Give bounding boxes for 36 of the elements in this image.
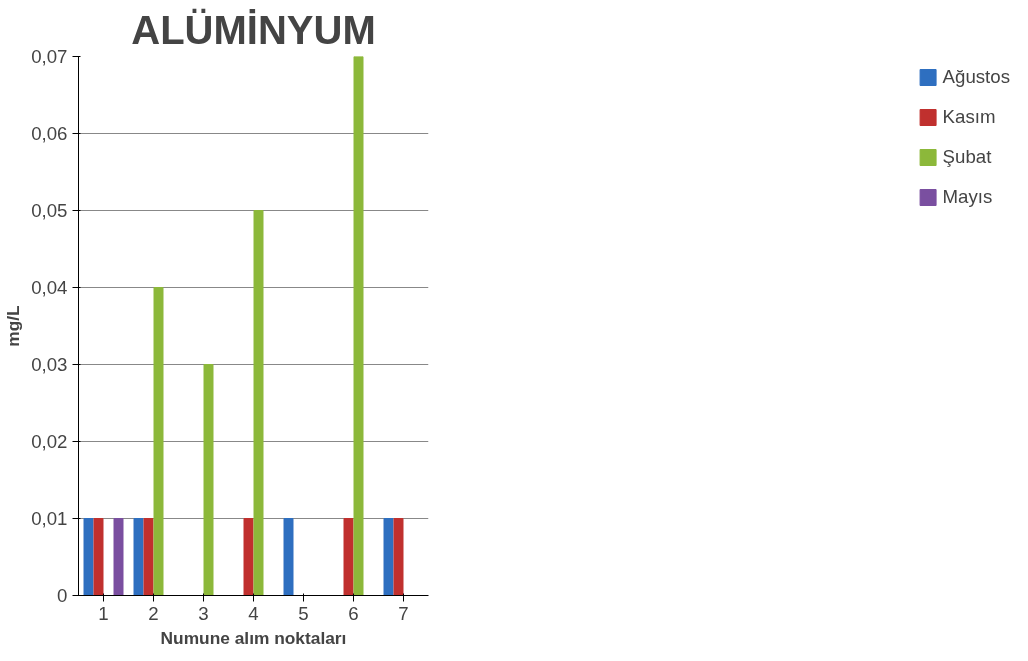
bar [353,56,364,596]
y-tick-label: 0,07 [31,46,68,67]
y-tick-label: 0 [57,585,68,606]
bar [133,518,144,596]
y-tick-label: 0,01 [31,508,68,529]
bar [393,518,404,596]
bar [383,518,394,596]
x-tick-label: 7 [398,602,409,624]
y-tick-label: 0,03 [31,354,68,375]
x-tick-label: 4 [248,602,259,624]
x-tick-label: 1 [98,602,109,624]
x-axis-title: Numune alım noktaları [160,627,347,648]
legend-label: Ağustos [942,66,1010,88]
bar [203,364,214,596]
bar [113,518,124,596]
y-tick-label: 0,06 [31,123,68,144]
y-axis-title: mg/L [3,304,24,347]
bar [243,518,254,596]
x-tick-label: 2 [148,602,159,624]
bar [83,518,94,596]
y-tick-label: 0,05 [31,200,68,221]
bar [343,518,354,596]
legend-label: Kasım [942,106,996,128]
bar [143,518,154,596]
y-tick-label: 0,02 [31,431,68,452]
bar [93,518,104,596]
x-tick-label: 6 [348,602,359,624]
y-tick-label: 0,04 [31,277,68,298]
x-tick-label: 5 [298,602,309,624]
legend-label: Şubat [942,146,992,168]
bar [153,287,164,596]
bar [253,210,264,596]
bar [283,518,294,596]
legend-label: Mayıs [942,186,993,208]
x-tick-label: 3 [198,602,209,624]
chart-title: ALÜMİNYUM [131,7,376,52]
